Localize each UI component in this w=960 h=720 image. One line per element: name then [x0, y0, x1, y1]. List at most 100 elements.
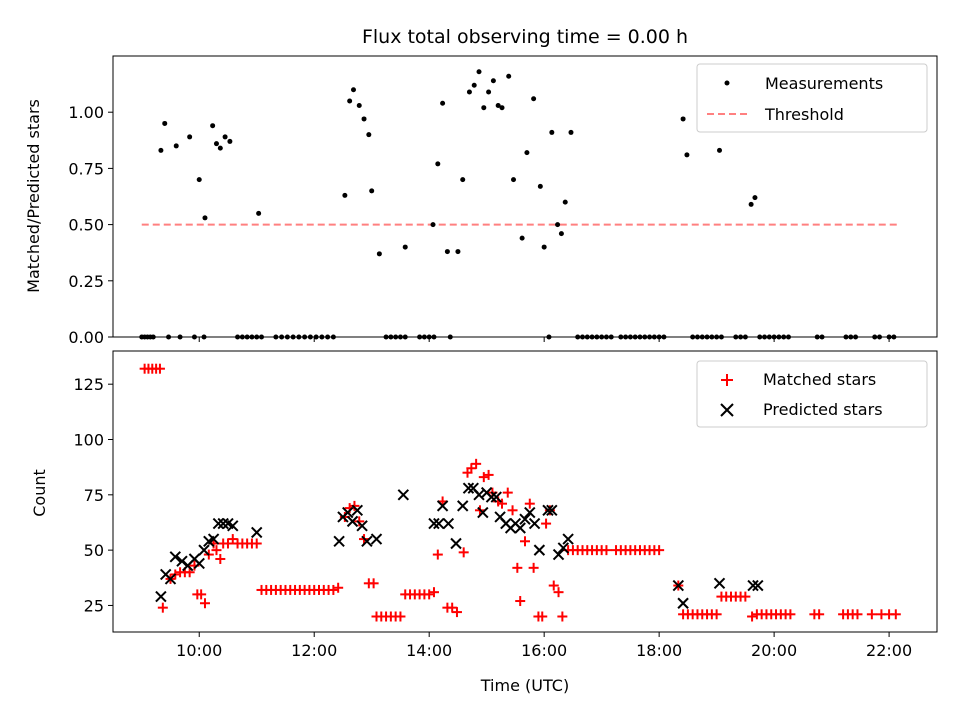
measurements-point	[227, 138, 233, 144]
bottom-y-axis-label: Count	[30, 469, 49, 517]
measurements-point	[196, 177, 202, 183]
bottom-x-tick-label: 16:00	[521, 641, 567, 660]
matched-stars-point	[349, 500, 360, 511]
measurements-point	[471, 82, 477, 88]
matched-stars-point	[471, 458, 482, 469]
matched-stars-point	[251, 538, 262, 549]
top-y-tick-label: 0.00	[68, 328, 104, 347]
matched-stars-point	[154, 363, 165, 374]
matched-stars-point	[458, 547, 469, 558]
predicted-stars-point	[164, 573, 177, 585]
matched-stars-point	[507, 505, 518, 516]
top-axes: 0.00 0.25 0.50 0.75 1.00	[68, 55, 938, 347]
measurements-point	[541, 244, 547, 250]
matched-stars-point	[222, 538, 233, 549]
measurements-point	[173, 143, 179, 149]
matched-stars-point	[515, 596, 526, 607]
bottom-y-tick-label: 125	[73, 375, 104, 394]
bottom-axes: 25 50 75 100 125 10:00 12:00 14:00 16:00 18:00 20:…	[73, 350, 938, 660]
measurements-point	[752, 195, 758, 201]
measurements-point	[187, 134, 193, 140]
measurements-point	[435, 161, 441, 167]
matched-stars-point	[553, 587, 564, 598]
predicted-stars-point	[533, 544, 546, 556]
matched-stars-point	[520, 536, 530, 547]
bottom-x-tick-label: 12:00	[291, 641, 337, 660]
measurements-point	[717, 147, 723, 153]
measurements-point	[486, 89, 492, 95]
predicted-stars-point	[169, 551, 181, 563]
predicted-stars-point	[562, 533, 574, 545]
matched-stars-point	[557, 611, 568, 622]
measurements-point	[680, 116, 686, 122]
predicted-stars-point	[713, 577, 726, 590]
matched-stars-point	[328, 584, 339, 595]
measurements-point	[460, 177, 466, 183]
top-legend: Measurements Threshold	[696, 63, 928, 133]
matched-stars-point	[537, 611, 548, 622]
measurements-point	[342, 192, 348, 198]
matched-stars-point	[483, 469, 494, 480]
measurements-point	[430, 222, 436, 228]
bottom-x-axis-label: Time (UTC)	[480, 676, 569, 695]
top-y-tick-label: 0.50	[68, 216, 104, 235]
predicted-stars-point	[557, 542, 570, 554]
measurements-point	[506, 73, 512, 79]
measurements-point	[369, 188, 375, 194]
measurements-point	[210, 123, 216, 129]
matched-stars-point	[541, 518, 552, 529]
measurements-point	[202, 215, 208, 221]
bottom-x-tick-label: 22:00	[866, 641, 912, 660]
bottom-legend-box	[696, 360, 928, 428]
top-y-tick-label: 1.00	[68, 103, 104, 122]
legend-predicted-marker	[720, 403, 734, 417]
predicted-stars-point	[361, 535, 373, 547]
matched-stars-point	[544, 505, 555, 516]
predicted-stars-point	[193, 557, 205, 570]
matched-stars-point	[785, 609, 796, 620]
predicted-stars-point	[457, 500, 469, 512]
matched-stars-point	[196, 589, 207, 600]
matched-stars-point	[502, 487, 513, 498]
top-y-tick-label: 0.25	[68, 272, 104, 291]
matched-stars-point	[333, 582, 344, 593]
matched-stars-point	[814, 609, 825, 620]
bottom-x-tick-label: 10:00	[176, 641, 222, 660]
top-plot-frame	[112, 55, 938, 338]
bottom-y-tick-label: 50	[84, 541, 104, 560]
matched-stars-point	[428, 587, 439, 598]
matched-stars-point	[466, 463, 477, 474]
predicted-stars-point	[433, 517, 445, 530]
top-y-tick-label: 0.75	[68, 159, 104, 178]
predicted-stars-point	[442, 517, 455, 530]
matched-stars-point	[211, 545, 222, 556]
predicted-stars-point	[346, 515, 359, 528]
measurements-point	[499, 105, 505, 111]
predicted-stars-point	[198, 544, 210, 556]
measurements-point	[490, 78, 496, 84]
measurements-point	[158, 147, 164, 153]
matched-stars-point	[424, 589, 435, 600]
measurements-point	[537, 183, 543, 189]
legend-measurements-marker	[724, 80, 730, 86]
measurements-point	[350, 87, 356, 93]
predicted-stars-point	[747, 579, 759, 592]
measurements-point	[511, 177, 517, 183]
predicted-stars-point	[552, 548, 565, 561]
matched-stars-point	[740, 591, 751, 602]
bottom-y-tick-label: 75	[84, 486, 104, 505]
measurements-point	[162, 120, 168, 126]
measurements-point	[524, 150, 530, 156]
bottom-y-tick-label: 25	[84, 596, 104, 615]
predicted-stars-point	[490, 491, 502, 503]
measurements-point	[361, 116, 367, 122]
measurements-point	[495, 102, 501, 108]
measurements-point	[213, 141, 219, 147]
predicted-stars-point	[370, 533, 383, 545]
matched-stars-point	[227, 534, 238, 545]
top-legend-box	[696, 63, 928, 133]
matched-stars-point	[890, 609, 901, 620]
measurements-point	[256, 210, 262, 216]
predicted-stars-point	[207, 533, 220, 545]
